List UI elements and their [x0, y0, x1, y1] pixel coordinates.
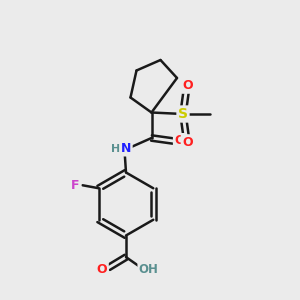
Text: S: S — [178, 107, 188, 121]
Text: F: F — [71, 179, 80, 192]
Text: H: H — [111, 143, 120, 154]
Text: O: O — [97, 262, 107, 276]
Text: O: O — [182, 136, 193, 149]
Text: O: O — [174, 134, 185, 148]
Text: OH: OH — [139, 262, 159, 276]
Text: N: N — [121, 142, 131, 155]
Text: O: O — [182, 79, 193, 92]
